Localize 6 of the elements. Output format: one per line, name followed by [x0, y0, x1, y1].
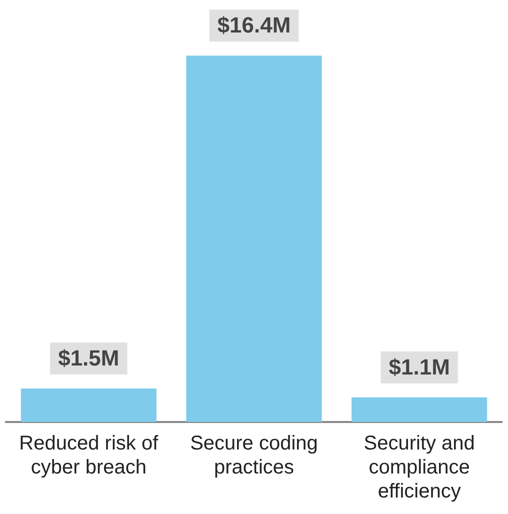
x-tick-label: Secure coding practices [190, 432, 318, 479]
data-label: $1.1M [388, 354, 450, 380]
x-tick-label: Reduced risk of cyber breach [19, 432, 159, 479]
data-label: $16.4M [217, 12, 291, 38]
x-tick-label: Security and compliance efficiency [364, 432, 475, 503]
data-label: $1.5M [58, 346, 120, 371]
